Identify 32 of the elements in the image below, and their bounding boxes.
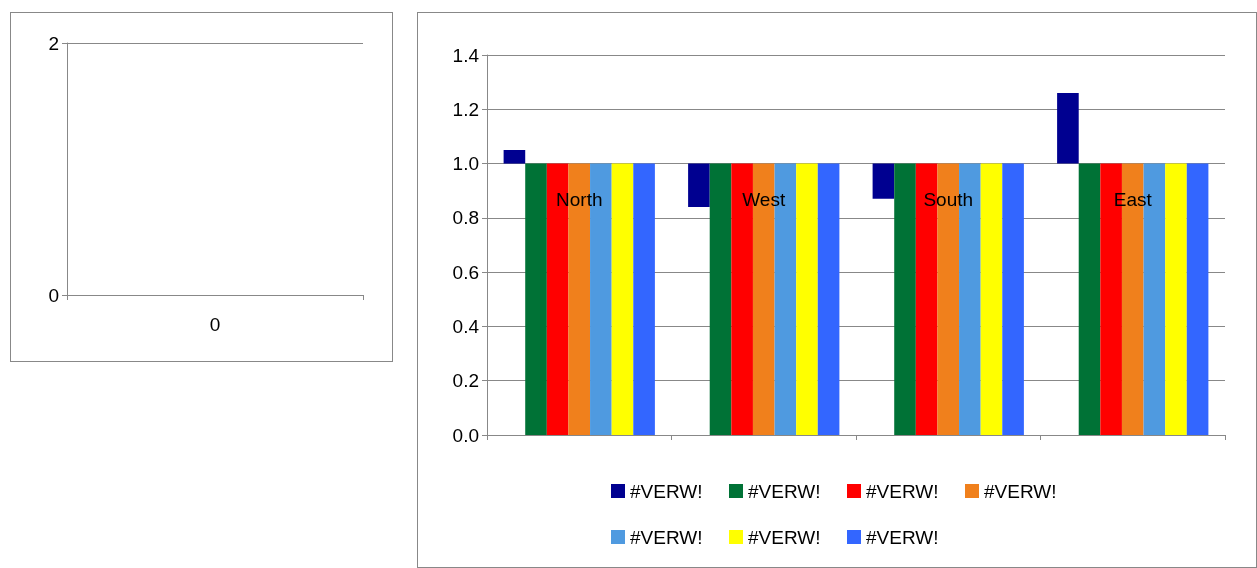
bar <box>1002 163 1024 435</box>
bar <box>817 163 840 435</box>
bar <box>872 163 895 199</box>
bar <box>1078 163 1101 435</box>
y-tick-label: 0.2 <box>452 370 479 392</box>
bar <box>1165 163 1187 435</box>
legend-label: #VERW! <box>866 527 939 548</box>
bar <box>796 163 818 435</box>
legend-label: #VERW! <box>630 481 703 502</box>
y-tick-label: 2 <box>48 32 59 54</box>
bar <box>611 163 634 435</box>
legend-label: #VERW! <box>866 481 939 502</box>
legend-label: #VERW! <box>748 481 821 502</box>
bar <box>894 163 916 435</box>
y-tick-label: 0.0 <box>452 424 479 446</box>
bar <box>688 163 710 207</box>
bar <box>1057 93 1079 164</box>
y-tick-label: 1.0 <box>452 153 479 175</box>
bar <box>525 163 547 435</box>
y-tick-label: 0.4 <box>452 315 480 337</box>
y-tick-label: 1.4 <box>452 44 480 66</box>
y-tick-label: 1.2 <box>452 98 479 120</box>
y-tick-label: 0.8 <box>452 207 479 229</box>
legend-label: #VERW! <box>984 481 1057 502</box>
bar <box>980 163 1003 435</box>
bar <box>709 163 732 435</box>
bar <box>1186 163 1209 435</box>
legend-label: #VERW! <box>748 527 821 548</box>
bar <box>503 150 526 164</box>
y-tick-label: 0.6 <box>452 261 479 283</box>
legend-label: #VERW! <box>630 527 703 548</box>
bar <box>633 163 655 435</box>
